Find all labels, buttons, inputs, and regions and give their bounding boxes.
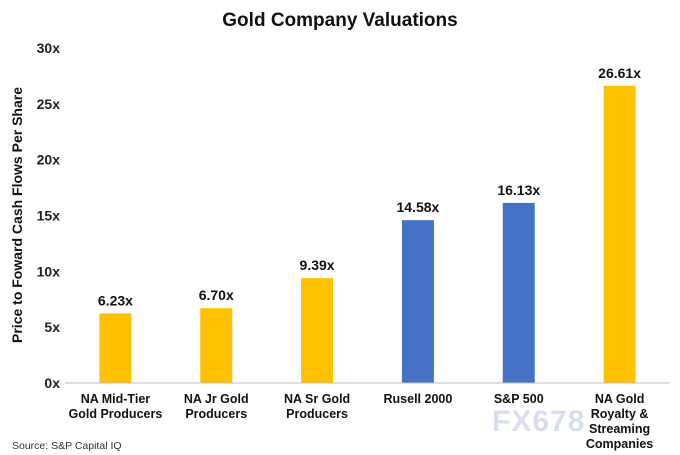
y-axis-ticks: 0x 5x 10x 15x 20x 25x 30x bbox=[37, 40, 61, 391]
y-tick-label: 20x bbox=[37, 152, 61, 168]
data-label: 26.61x bbox=[598, 65, 641, 81]
y-tick-label: 5x bbox=[44, 319, 60, 335]
data-label: 6.23x bbox=[98, 292, 133, 308]
x-tick-label: NA Jr Gold bbox=[184, 392, 249, 406]
x-tick-label: Streaming bbox=[589, 422, 650, 436]
x-tick-label: Rusell 2000 bbox=[384, 392, 453, 406]
y-tick-label: 10x bbox=[37, 263, 61, 279]
y-tick-label: 25x bbox=[37, 96, 61, 112]
data-label: 9.39x bbox=[300, 257, 335, 273]
x-tick-label: NA Sr Gold bbox=[284, 392, 350, 406]
data-label: 6.70x bbox=[199, 287, 234, 303]
y-tick-label: 15x bbox=[37, 208, 61, 224]
bar bbox=[502, 202, 535, 383]
x-tick-label: NA Mid-Tier bbox=[81, 392, 151, 406]
bar bbox=[99, 313, 132, 383]
data-label: 16.13x bbox=[497, 182, 540, 198]
x-tick-label: Gold Producers bbox=[69, 407, 163, 421]
y-axis-label: Price to Foward Cash Flows Per Share bbox=[9, 87, 25, 343]
x-tick-label: Producers bbox=[185, 407, 247, 421]
bar bbox=[301, 278, 334, 383]
x-tick-label: Royalty & bbox=[591, 407, 649, 421]
bars bbox=[99, 85, 636, 383]
chart-title: Gold Company Valuations bbox=[222, 10, 457, 31]
bar bbox=[401, 220, 434, 383]
source-note: Source: S&P Capital IQ bbox=[12, 440, 122, 452]
x-tick-label: Companies bbox=[586, 437, 653, 451]
y-tick-label: 0x bbox=[44, 375, 60, 391]
x-tick-label: NA Gold bbox=[595, 392, 645, 406]
bar bbox=[200, 308, 233, 383]
x-tick-label: Producers bbox=[286, 407, 348, 421]
data-label: 14.58x bbox=[397, 199, 440, 215]
x-tick-label: S&P 500 bbox=[494, 392, 544, 406]
y-tick-label: 30x bbox=[37, 40, 61, 56]
bar bbox=[603, 85, 636, 383]
data-labels: 6.23x 6.70x 9.39x 14.58x 16.13x 26.61x bbox=[98, 65, 641, 309]
